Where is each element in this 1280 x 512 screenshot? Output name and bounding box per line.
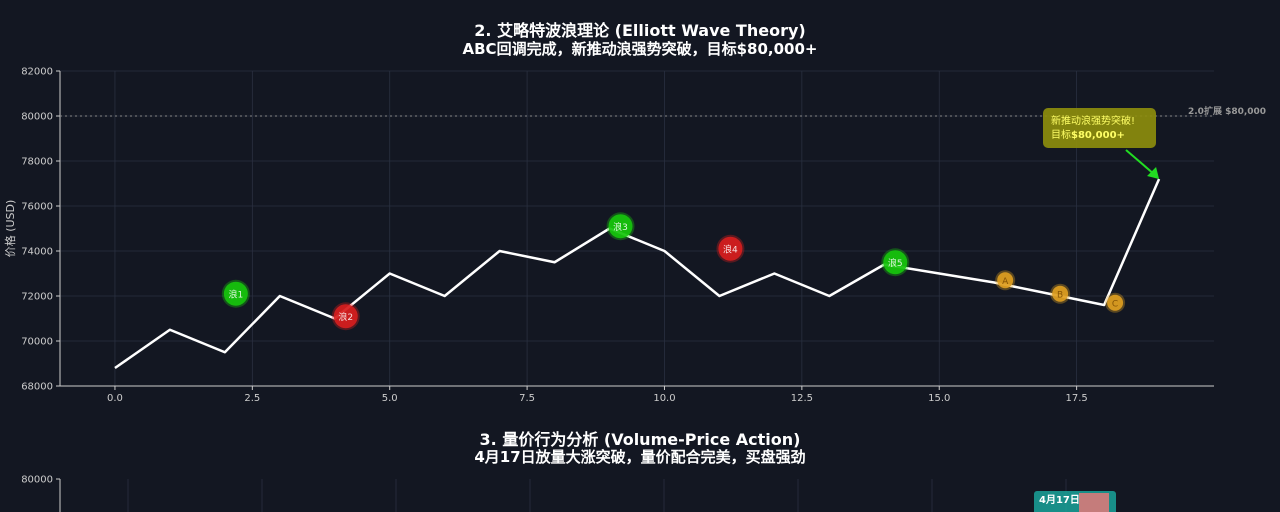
x-tick-label: 10.0 [653, 393, 675, 404]
wave-marker-label: 浪4 [723, 243, 738, 255]
wave-marker-label: B [1057, 290, 1063, 300]
wave-marker [1052, 285, 1069, 302]
y-tick-label: 68000 [21, 382, 53, 393]
wave-marker-label: 浪3 [613, 221, 628, 233]
annotation-arrow [1125, 149, 1156, 176]
annotation-line2: 目标$80,000+ [1051, 129, 1125, 141]
price-line [114, 178, 1161, 370]
annotation-line1: 新推动浪强势突破! [1051, 114, 1135, 127]
wave-marker-label: 浪1 [228, 288, 243, 300]
chart-title-wave: 2. 艾略特波浪理论 (Elliott Wave Theory) [474, 21, 806, 40]
wave-marker [718, 236, 743, 261]
x-tick-label: 2.5 [244, 393, 260, 404]
y-tick-label: 82000 [21, 67, 53, 78]
x-tick-label: 7.5 [519, 393, 535, 404]
wave-marker-label: A [1002, 277, 1009, 287]
wave-marker [333, 304, 358, 329]
y-tick-label: 78000 [21, 157, 53, 168]
chart-title-volume: 3. 量价行为分析 (Volume-Price Action) [479, 430, 801, 449]
annotation-box [1043, 108, 1156, 148]
wave-marker [223, 281, 248, 306]
y-axis-label: 价格 (USD) [3, 200, 17, 258]
target-line-label: 2.0扩展 $80,000 [1188, 105, 1266, 117]
wave-marker-label: 浪5 [888, 257, 903, 269]
y-tick-label: 80000 [21, 112, 53, 123]
y-tick-label: 74000 [21, 247, 53, 258]
y-tick-label: 70000 [21, 337, 53, 348]
wave-marker-label: 浪2 [338, 311, 353, 323]
volume-annotation-highlight [1079, 493, 1109, 512]
wave-marker [997, 272, 1014, 289]
x-tick-label: 5.0 [382, 393, 398, 404]
y-tick-label: 72000 [21, 292, 53, 303]
x-tick-label: 17.5 [1065, 393, 1087, 404]
wave-marker [608, 214, 633, 239]
x-tick-label: 15.0 [928, 393, 950, 404]
x-tick-label: 0.0 [107, 393, 123, 404]
wave-marker [1107, 294, 1124, 311]
y-tick-label: 76000 [21, 202, 53, 213]
chart-subtitle-volume: 4月17日放量大涨突破，量价配合完美，买盘强劲 [474, 448, 806, 466]
volume-y-tick-label: 80000 [21, 475, 53, 486]
chart-subtitle-wave: ABC回调完成，新推动浪强势突破，目标$80,000+ [462, 40, 818, 58]
volume-annotation-text: 4月17日 [1039, 494, 1080, 506]
wave-marker-label: C [1112, 299, 1118, 309]
x-tick-label: 12.5 [791, 393, 813, 404]
annotation-arrowhead [1147, 167, 1160, 179]
wave-marker [883, 250, 908, 275]
